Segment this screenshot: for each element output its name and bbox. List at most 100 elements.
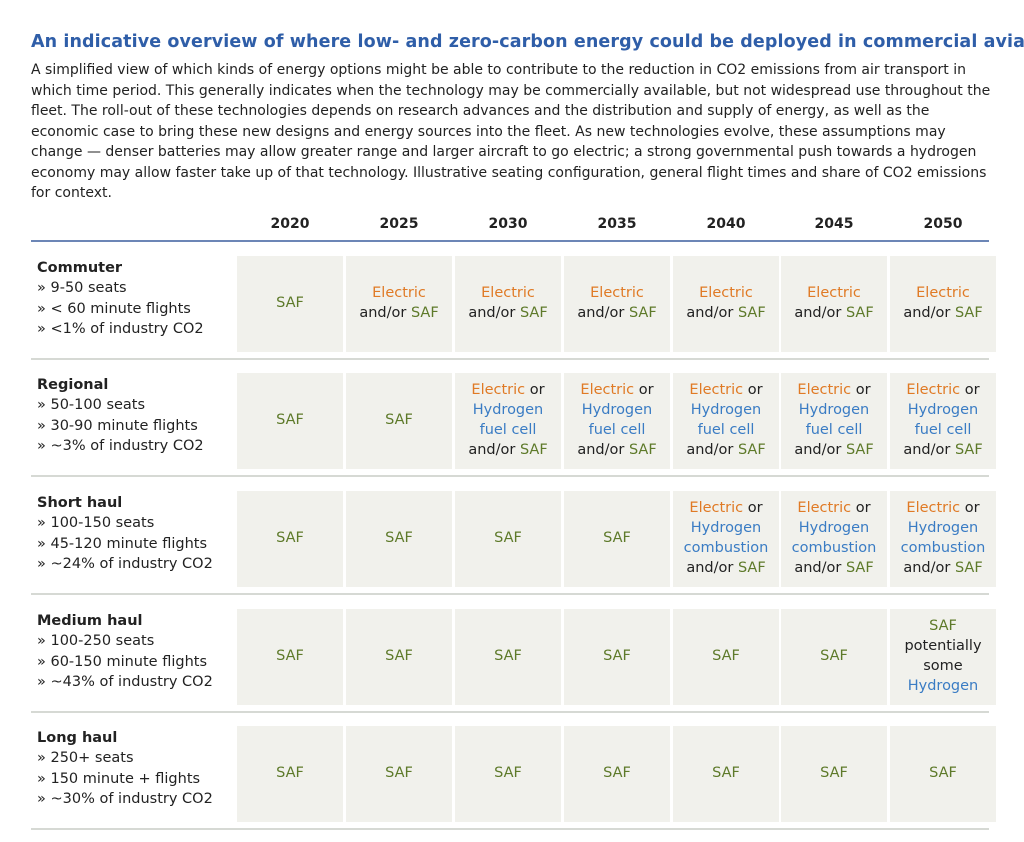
row-label: Short haul » 100-150 seats » 45-120 minute… [37,495,213,575]
cell-line: fuel cell [589,421,646,441]
table-cell: SAF [237,256,343,352]
cell-line: SAF [494,647,522,667]
cell-line: Electric or [471,381,544,401]
row-label: Commuter » 9-50 seats » < 60 minute flight… [37,260,204,340]
year-header: 2040 [706,216,746,232]
cell-line: fuel cell [806,421,863,441]
cell-line: Hydrogen [691,519,762,539]
cell-text: SAF [845,305,874,321]
table-cell: Electric and/or SAF [564,256,670,352]
table-cell: Electric or Hydrogen combustion and/or SAF [781,491,887,587]
cell-text: and/or [903,559,955,576]
cell-line: Electric or [797,499,870,519]
cell-text: fuel cell [914,422,972,438]
cell-line: Electric [916,284,970,304]
row-divider [31,593,989,595]
cell-text: SAF [603,648,631,665]
cell-line: SAF [276,411,304,431]
row-label: Regional » 50-100 seats » 30-90 minute fli… [37,377,204,457]
cell-text: SAF [712,765,740,782]
table-cell: Electric or Hydrogen combustion and/or SAF [890,491,996,587]
row-detail: » 100-150 seats [37,515,155,531]
year-header: 2025 [379,216,419,232]
cell-text: fuel cell [588,422,646,438]
cell-line: Electric or [580,381,653,401]
cell-text: Hydrogen [690,402,762,419]
cell-line: SAF [385,764,413,784]
cell-text: and/or [903,305,955,321]
row-name: Regional [37,377,109,393]
cell-text: Electric [807,285,861,302]
cell-line: and/or SAF [903,441,982,461]
cell-text: or [743,382,763,399]
row-detail: » <1% of industry CO2 [37,321,204,337]
cell-text: and/or [686,305,738,321]
year-header: 2050 [923,216,963,232]
cell-text: Electric [906,500,961,517]
table-cell: SAF [237,726,343,822]
cell-text: Hydrogen [798,520,870,537]
cell-text: SAF [385,648,413,665]
cell-text: potentially [904,638,982,655]
cell-text: fuel cell [805,422,863,438]
cell-text: SAF [603,530,631,547]
cell-line: Electric or [689,499,762,519]
table-cell: SAF [564,726,670,822]
row-detail: » ~30% of industry CO2 [37,791,213,807]
year-header: 2045 [814,216,854,232]
cell-line: SAF [494,529,522,549]
row-divider [31,711,989,713]
page-title: An indicative overview of where low- and… [31,32,1024,52]
cell-text: Electric [689,382,744,399]
table-cell: SAF [346,373,452,469]
cell-line: Hydrogen [908,519,979,539]
row-name: Commuter [37,260,123,276]
cell-line: SAF [603,529,631,549]
header-rule [31,240,989,242]
table-cell: SAF [346,726,452,822]
cell-text: SAF [385,530,413,547]
cell-text: SAF [845,441,874,458]
cell-text: and/or [903,441,955,458]
cell-line: Electric [807,284,861,304]
cell-line: Hydrogen [473,401,544,421]
row-detail: » ~3% of industry CO2 [37,438,204,454]
table-cell: SAF [455,491,561,587]
cell-line: SAF [820,647,848,667]
cell-text: Electric [916,285,970,302]
cell-text: Hydrogen [907,677,979,694]
cell-line: and/or SAF [903,304,982,324]
row-name: Long haul [37,730,118,746]
cell-text: SAF [954,559,983,576]
cell-line: SAF [385,647,413,667]
row-detail: » ~43% of industry CO2 [37,674,213,690]
cell-text: SAF [385,765,413,782]
cell-line: and/or SAF [794,559,873,579]
cell-line: Electric or [797,381,870,401]
cell-line: Hydrogen [908,677,979,697]
cell-text: SAF [712,648,740,665]
row-divider [31,475,989,477]
cell-text: Electric [590,285,644,302]
table-cell: SAF [673,726,779,822]
cell-line: and/or SAF [794,441,873,461]
cell-line: and/or SAF [468,304,547,324]
table-cell: Electric or Hydrogen fuel cell and/or SAF [673,373,779,469]
cell-line: Hydrogen [691,401,762,421]
cell-text: SAF [276,530,304,547]
cell-line: Electric [699,284,753,304]
table-cell: SAF potentially some Hydrogen [890,609,996,705]
cell-text: and/or [577,441,629,458]
row-detail: » 150 minute + flights [37,770,201,787]
cell-line: and/or SAF [794,304,873,324]
row-detail: » 100-250 seats [37,633,155,649]
table-cell: Electric and/or SAF [673,256,779,352]
cell-text: Hydrogen [690,520,762,537]
cell-text: SAF [820,765,848,782]
cell-text: Electric [797,500,852,517]
row-divider [31,358,989,360]
cell-line: SAF [712,764,740,784]
cell-line: SAF [276,294,304,314]
table-cell: SAF [455,726,561,822]
year-header: 2035 [597,216,637,232]
